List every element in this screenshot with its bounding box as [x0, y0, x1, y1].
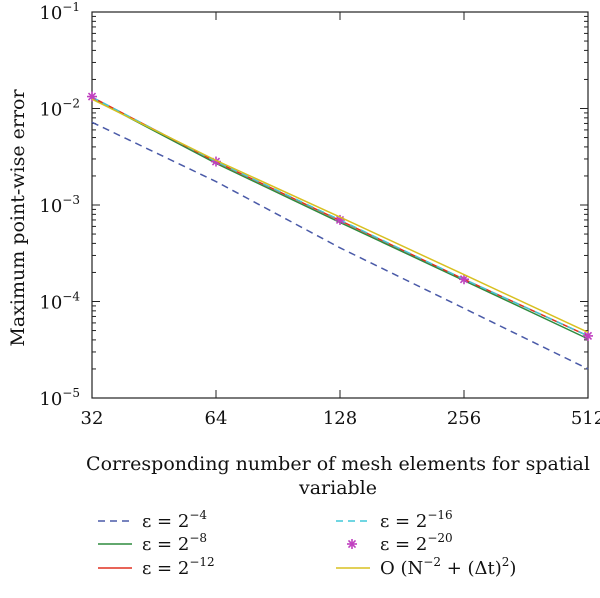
x-axis-label-line-2: variable [298, 477, 377, 499]
x-tick-label: 64 [205, 408, 228, 429]
legend-label: O (N−2 + (Δt)2) [380, 555, 516, 579]
y-tick-label: 10−3 [39, 193, 80, 217]
legend-item-0: ε = 2−4 [98, 508, 207, 532]
axes [91, 11, 589, 399]
x-tick-label: 128 [323, 408, 357, 429]
series-5-line [91, 98, 589, 333]
marker-stroke [211, 157, 221, 166]
legend-label: ε = 2−4 [142, 508, 207, 532]
legend-label: ε = 2−20 [380, 531, 453, 555]
legend-item-1: ε = 2−8 [98, 531, 207, 555]
x-tick-label: 256 [447, 408, 481, 429]
x-axis-label-line-1: Corresponding number of mesh elements fo… [86, 453, 590, 475]
series-layer [87, 91, 593, 370]
plot-frame [91, 11, 589, 399]
marker-stroke [347, 539, 357, 549]
tick-labels: 10−1 10−2 10−3 10−4 10−532 64 128 256 512 [39, 0, 600, 429]
legend-label: ε = 2−12 [142, 555, 215, 579]
x-tick-label: 32 [81, 408, 104, 429]
legend-item-4: ε = 2−20 [347, 531, 453, 555]
y-tick-label: 10−2 [39, 97, 80, 121]
series-4-point [459, 274, 469, 285]
series-4-point [583, 330, 593, 341]
y-axis-label: Maximum point-wise error [7, 89, 29, 347]
marker-stroke [87, 92, 97, 101]
y-tick-label: 10−4 [39, 290, 80, 314]
legend-label: ε = 2−16 [380, 508, 453, 532]
series-4-point [87, 91, 97, 102]
legend-item-3: ε = 2−16 [336, 508, 453, 532]
x-tick-label: 512 [571, 408, 600, 429]
marker-stroke [583, 331, 593, 341]
y-tick-label: 10−5 [39, 386, 80, 410]
legend: ε = 2−4ε = 2−8ε = 2−12 ε = 2−16ε = 2−20O … [98, 508, 516, 579]
series-0-line [91, 121, 589, 370]
legend-label: ε = 2−8 [142, 531, 207, 555]
legend-marker [347, 539, 357, 549]
y-tick-label: 10−1 [39, 0, 80, 24]
marker-stroke [459, 275, 469, 284]
legend-item-5: O (N−2 + (Δt)2) [336, 555, 516, 579]
legend-item-2: ε = 2−12 [98, 555, 215, 579]
